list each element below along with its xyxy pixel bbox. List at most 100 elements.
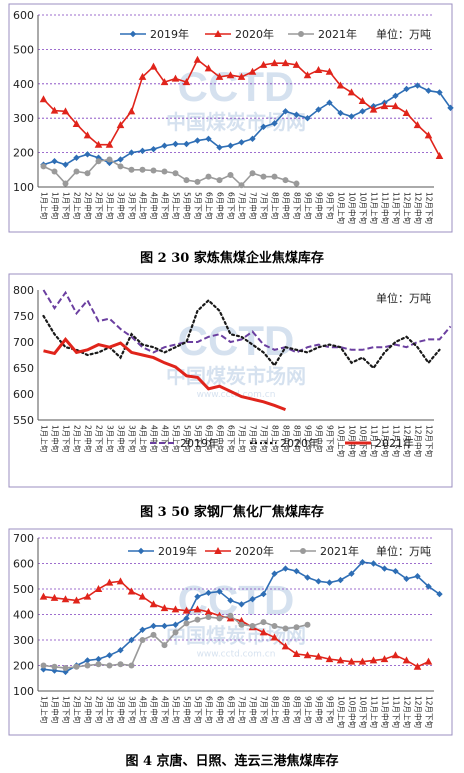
y-tick-label: 700 — [13, 336, 34, 349]
x-tick-label: 5月上旬 — [172, 696, 182, 724]
legend-label: 2019年 — [158, 544, 197, 558]
legend-item: 2019年 — [120, 27, 189, 41]
data-point — [238, 182, 245, 189]
data-point — [347, 88, 356, 96]
data-point — [326, 579, 333, 586]
y-tick-label: 300 — [13, 634, 34, 647]
legend-item: 2021年 — [290, 544, 359, 558]
data-point — [413, 121, 422, 129]
x-tick-label: 11月中旬 — [381, 425, 391, 458]
x-tick-label: 6月上旬 — [205, 192, 215, 220]
x-tick-label: 2月下旬 — [95, 425, 105, 453]
data-point — [183, 177, 190, 184]
unit-label: 单位：万吨 — [376, 544, 431, 558]
data-point — [259, 60, 268, 68]
data-point — [127, 587, 136, 595]
legend-label: 2021年 — [320, 544, 359, 558]
data-point — [358, 97, 367, 104]
x-tick-label: 2月中旬 — [84, 425, 94, 453]
legend-item: 2020年 — [205, 27, 274, 41]
x-tick-label: 4月上旬 — [139, 425, 149, 453]
data-point — [117, 163, 124, 170]
x-tick-label: 12月中旬 — [414, 192, 424, 225]
x-tick-label: 8月上旬 — [271, 425, 281, 453]
data-point — [51, 158, 58, 165]
data-point — [205, 135, 212, 143]
data-point — [83, 592, 92, 600]
data-point — [392, 92, 399, 100]
y-tick-label: 500 — [13, 43, 34, 56]
x-tick-label: 10月中旬 — [348, 696, 358, 729]
x-tick-label: 5月下旬 — [194, 696, 204, 724]
x-tick-label: 8月下旬 — [293, 696, 303, 724]
x-tick-label: 2月中旬 — [84, 192, 94, 220]
data-point — [380, 102, 389, 110]
x-tick-label: 11月下旬 — [392, 425, 402, 458]
legend-label: 2019年 — [180, 436, 219, 450]
x-tick-label: 7月中旬 — [249, 425, 259, 453]
data-point — [171, 605, 180, 613]
x-tick-label: 4月上旬 — [139, 696, 149, 724]
x-tick-label: 5月中旬 — [183, 192, 193, 220]
data-point — [128, 149, 135, 156]
data-point — [39, 95, 48, 103]
data-point — [414, 573, 421, 580]
data-point — [249, 622, 256, 629]
data-point — [424, 131, 433, 139]
x-tick-label: 3月中旬 — [117, 192, 127, 220]
x-tick-label: 7月中旬 — [249, 696, 259, 724]
data-point — [150, 631, 157, 638]
y-tick-label: 700 — [13, 532, 34, 545]
data-point — [105, 140, 114, 148]
x-tick-label: 3月上旬 — [106, 425, 116, 453]
data-point — [172, 140, 179, 148]
data-point — [281, 59, 290, 67]
data-point — [325, 67, 334, 75]
y-tick-label: 100 — [13, 181, 34, 194]
data-point — [447, 104, 454, 112]
x-tick-label: 2月上旬 — [73, 425, 83, 453]
x-tick-label: 12月下旬 — [425, 192, 435, 225]
x-tick-label: 7月上旬 — [238, 192, 248, 220]
data-point — [128, 636, 135, 644]
x-tick-label: 12月下旬 — [425, 425, 435, 458]
data-point — [436, 89, 443, 96]
series-2020年 — [39, 55, 444, 160]
data-point — [62, 180, 69, 187]
x-tick-label: 11月上旬 — [370, 192, 380, 225]
data-point — [238, 139, 245, 146]
chart-panel-2: CCTD 中国煤炭市场网 www.cctd.com.cn 550 600 650 700 75… — [0, 270, 464, 495]
data-point — [413, 662, 422, 670]
data-point — [105, 578, 114, 586]
x-tick-label: 4月中旬 — [150, 425, 160, 453]
x-tick-label: 8月下旬 — [293, 192, 303, 220]
data-point — [292, 650, 301, 658]
legend-marker — [300, 548, 306, 554]
data-point — [403, 85, 410, 93]
legend-marker — [137, 547, 145, 555]
data-point — [106, 156, 113, 163]
x-tick-label: 12月上旬 — [403, 696, 413, 729]
x-tick-label: 3月下旬 — [128, 192, 138, 220]
x-tick-label: 12月上旬 — [403, 192, 413, 225]
data-point — [216, 177, 223, 184]
legend-label: 2020年 — [235, 544, 274, 558]
data-point — [380, 655, 389, 663]
data-point — [249, 135, 256, 143]
data-point — [172, 170, 179, 177]
data-point — [358, 657, 367, 665]
legend-marker — [214, 547, 222, 554]
data-point — [127, 107, 136, 115]
data-point — [50, 593, 59, 601]
data-point — [314, 652, 323, 660]
x-tick-label: 4月中旬 — [150, 192, 160, 220]
legend-marker — [129, 30, 137, 38]
data-point — [204, 64, 213, 72]
unit-label: 单位：万吨 — [376, 291, 431, 305]
x-tick-label: 9月上旬 — [304, 425, 314, 453]
data-point — [39, 592, 48, 600]
data-point — [293, 180, 300, 187]
data-point — [51, 663, 58, 670]
